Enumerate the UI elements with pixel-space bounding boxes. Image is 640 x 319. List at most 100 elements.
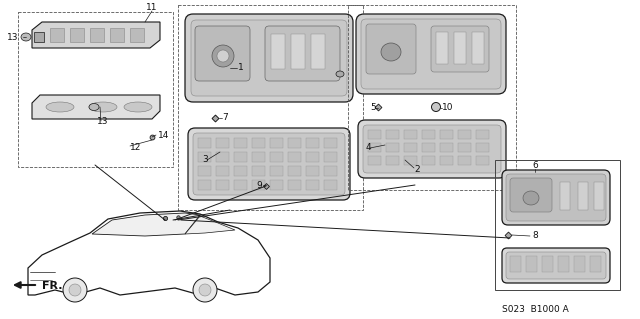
Bar [216, 180, 229, 190]
FancyBboxPatch shape [510, 178, 552, 212]
Bar [198, 152, 211, 162]
Circle shape [193, 278, 217, 302]
FancyBboxPatch shape [188, 128, 350, 200]
Bar [436, 32, 448, 64]
Bar [558, 256, 569, 272]
Bar [454, 32, 466, 64]
Bar [510, 256, 521, 272]
Bar [288, 166, 301, 176]
Bar [422, 156, 435, 165]
Bar [288, 138, 301, 148]
Bar [476, 156, 489, 165]
FancyBboxPatch shape [195, 26, 250, 81]
Text: 7: 7 [222, 114, 228, 122]
Bar [404, 156, 417, 165]
Circle shape [199, 284, 211, 296]
Bar [270, 138, 283, 148]
Bar [458, 143, 471, 152]
Polygon shape [50, 28, 64, 42]
Bar [270, 180, 283, 190]
Bar [252, 166, 265, 176]
Bar [386, 143, 399, 152]
Text: FR.: FR. [42, 281, 63, 291]
Bar [526, 256, 537, 272]
Bar [252, 152, 265, 162]
Polygon shape [130, 28, 144, 42]
Bar [216, 166, 229, 176]
Polygon shape [110, 28, 124, 42]
Polygon shape [185, 216, 235, 234]
Bar [324, 166, 337, 176]
Ellipse shape [46, 102, 74, 112]
Polygon shape [32, 22, 160, 48]
Bar [495, 160, 620, 290]
Bar [458, 156, 471, 165]
Bar [198, 166, 211, 176]
Bar [288, 152, 301, 162]
Bar [311, 34, 325, 69]
Bar [472, 32, 484, 64]
Bar [198, 180, 211, 190]
FancyBboxPatch shape [361, 19, 501, 89]
Bar [324, 138, 337, 148]
FancyBboxPatch shape [502, 248, 610, 283]
Polygon shape [28, 211, 270, 295]
Bar [560, 182, 570, 210]
Text: 12: 12 [130, 144, 141, 152]
Text: 6: 6 [532, 161, 538, 170]
FancyBboxPatch shape [185, 14, 353, 102]
Bar [476, 143, 489, 152]
Bar [386, 156, 399, 165]
Text: 13: 13 [97, 117, 109, 127]
Text: 1: 1 [238, 63, 244, 72]
Bar [271, 34, 285, 69]
Ellipse shape [381, 43, 401, 61]
FancyBboxPatch shape [356, 14, 506, 94]
Text: 10: 10 [442, 103, 454, 113]
Bar [234, 152, 247, 162]
Bar [440, 130, 453, 139]
Ellipse shape [431, 102, 440, 112]
Ellipse shape [212, 45, 234, 67]
Bar [324, 180, 337, 190]
FancyBboxPatch shape [431, 26, 489, 72]
Circle shape [69, 284, 81, 296]
Bar [368, 143, 381, 152]
Bar [291, 34, 305, 69]
Bar [234, 180, 247, 190]
Bar [178, 5, 363, 210]
Bar [440, 156, 453, 165]
Polygon shape [90, 28, 104, 42]
Bar [198, 138, 211, 148]
FancyBboxPatch shape [506, 174, 606, 221]
Bar [476, 130, 489, 139]
Text: 9: 9 [256, 181, 262, 189]
Bar [594, 182, 604, 210]
Bar [216, 152, 229, 162]
FancyBboxPatch shape [366, 24, 416, 74]
Text: 11: 11 [147, 4, 157, 12]
FancyBboxPatch shape [502, 170, 610, 225]
Bar [422, 143, 435, 152]
Text: 14: 14 [158, 130, 170, 139]
Circle shape [63, 278, 87, 302]
Bar [252, 138, 265, 148]
Bar [270, 166, 283, 176]
Bar [216, 138, 229, 148]
Bar [252, 180, 265, 190]
Ellipse shape [89, 103, 99, 110]
Polygon shape [34, 32, 44, 42]
Bar [574, 256, 585, 272]
Polygon shape [92, 213, 200, 236]
Text: 5: 5 [371, 103, 376, 113]
Bar [458, 130, 471, 139]
Bar [368, 156, 381, 165]
Bar [578, 182, 588, 210]
Bar [288, 180, 301, 190]
FancyBboxPatch shape [265, 26, 340, 81]
Polygon shape [70, 28, 84, 42]
Bar [404, 130, 417, 139]
Bar [590, 256, 601, 272]
FancyBboxPatch shape [358, 120, 506, 178]
Ellipse shape [21, 33, 31, 41]
